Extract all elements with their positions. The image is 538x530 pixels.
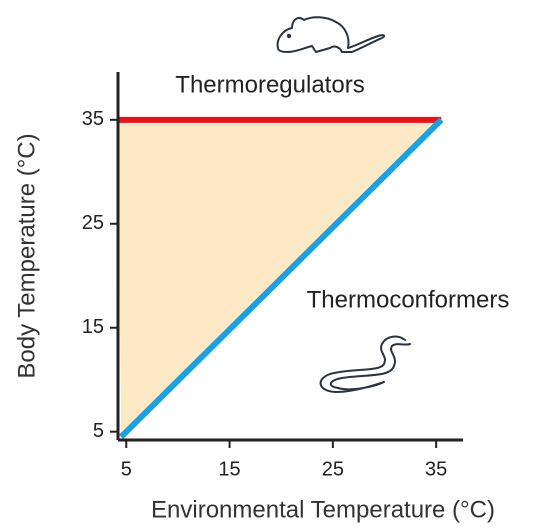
x-tick-label: 35 — [425, 458, 447, 480]
chart: 5 15 25 35 5 15 25 35 Environmental Temperature… — [0, 0, 538, 530]
mouse-icon — [278, 17, 384, 52]
x-tick-label: 15 — [218, 458, 240, 480]
x-axis-title: Environmental Temperature (°C) — [151, 496, 495, 523]
x-tick-label: 25 — [322, 458, 344, 480]
series-label: Thermoregulators — [175, 71, 364, 98]
plot-area: 5 15 25 35 5 15 25 35 — [82, 72, 463, 480]
y-axis-title: Body Temperature (°C) — [13, 133, 40, 378]
series-label: Thermoconformers — [307, 286, 510, 313]
y-tick-label: 15 — [82, 316, 104, 338]
y-tick-label: 5 — [93, 420, 104, 442]
page: {"chart_data": {"type": "line", "x_label… — [0, 0, 538, 530]
x-tick-label: 5 — [121, 458, 132, 480]
y-tick-label: 25 — [82, 212, 104, 234]
y-tick-label: 35 — [82, 108, 104, 130]
snake-icon — [321, 337, 410, 392]
